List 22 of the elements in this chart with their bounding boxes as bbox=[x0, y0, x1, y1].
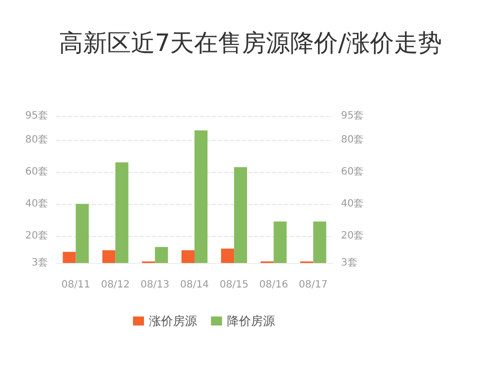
y2-tick-label: 3套 bbox=[341, 256, 358, 268]
y2-tick-label: 95套 bbox=[341, 110, 364, 122]
y-tick-label: 40套 bbox=[25, 197, 48, 210]
x-tick-label: 08/15 bbox=[220, 280, 248, 290]
legend-label: 降价房源 bbox=[227, 314, 275, 328]
y-tick-label: 95套 bbox=[25, 110, 48, 122]
x-tick-label: 08/17 bbox=[298, 280, 328, 290]
y-tick-label: 80套 bbox=[25, 133, 48, 146]
y2-tick-label: 20套 bbox=[341, 229, 364, 242]
y2-tick-label: 40套 bbox=[341, 197, 364, 210]
x-tick-label: 08/11 bbox=[61, 280, 90, 290]
y2-tick-label: 60套 bbox=[341, 165, 364, 178]
y-tick-label: 3套 bbox=[32, 256, 48, 268]
y-tick-label: 60套 bbox=[25, 165, 48, 178]
y-tick-label: 20套 bbox=[25, 229, 48, 242]
x-tick-label: 08/16 bbox=[259, 280, 288, 290]
y2-tick-label: 80套 bbox=[341, 133, 364, 146]
chart-title: 高新区近7天在售房源降价/涨价走势 bbox=[58, 29, 442, 57]
x-tick-label: 08/12 bbox=[100, 280, 130, 290]
legend-label: 涨价房源 bbox=[149, 314, 197, 328]
x-tick-label: 08/14 bbox=[180, 280, 209, 290]
x-tick-label: 08/13 bbox=[140, 280, 170, 290]
